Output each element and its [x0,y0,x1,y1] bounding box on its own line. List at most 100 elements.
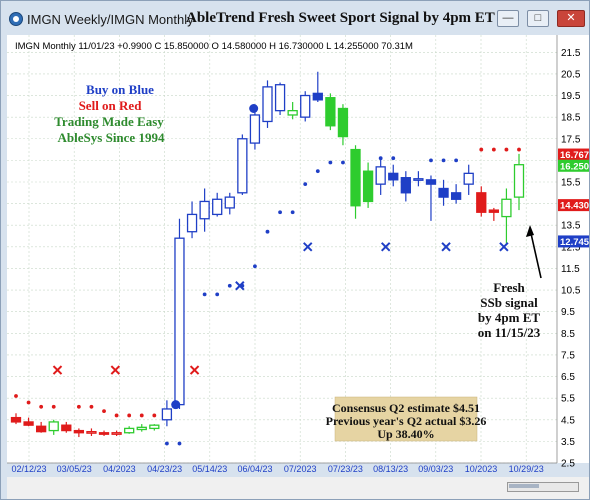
candle-body [362,170,374,203]
price-tick-label: 15.5 [561,177,581,188]
candle-body [274,84,286,112]
candle-body [212,198,223,216]
signal-x-marker [499,242,509,252]
date-tick-label: 04/2023 [103,464,136,474]
price-tick-label: 7.5 [561,350,575,361]
stop-dot [253,264,257,269]
price-tick-label: 13.5 [561,221,581,232]
candle-body [425,179,437,185]
stop-dot [391,156,396,161]
candle-body [36,425,47,433]
candle-body [136,426,147,431]
candle-body [73,429,85,434]
callout-line4: on 11/15/23 [478,325,541,340]
candle-body [149,424,160,430]
price-tick-label: 4.5 [561,415,575,426]
candle-body [450,192,462,200]
minimize-icon: ― [502,12,514,24]
stop-dot [202,292,207,297]
price-tick-label: 11.5 [561,264,580,275]
signal-markers [52,103,509,410]
note-box [334,396,478,442]
minimize-button[interactable]: ― [497,10,519,27]
candle-body [388,172,399,181]
stop-dot [328,160,333,165]
price-tag-label: 14.4300 [560,201,589,212]
date-tick-label: 10/29/23 [509,464,544,474]
price-tick-label: 20.5 [561,69,581,80]
close-icon: ✕ [566,12,576,24]
price-tick-label: 8.5 [561,329,575,340]
candle-body [174,237,185,406]
signal-x-marker [235,281,245,291]
candle-body [337,107,349,138]
signal-x-stroke [52,365,63,375]
scrollbar-thumb[interactable] [509,484,539,488]
candle-body [476,192,487,213]
candle-body [48,421,59,432]
candle-body [325,97,336,127]
candle-body [312,92,323,101]
signal-x-stroke [499,242,509,252]
price-tick-label: 18.5 [561,113,581,124]
candles [10,71,525,438]
candle-body [249,114,261,144]
price-axis-background [557,35,589,463]
price-tag-box [558,235,589,248]
signal-dot-marker [249,103,259,113]
restore-icon: □ [534,12,542,24]
callout-line3: by 4pm ET [478,310,540,325]
date-axis: 02/12/23 03/05/23 04/2023 04/23/23 05/14/23 0… [11,464,543,474]
stop-dot [265,229,270,234]
signal-x-marker [52,365,63,375]
candle-body [501,198,512,218]
price-chart[interactable]: 2.5 3.5 4.5 5.5 6.5 7.5 8.5 9.5 10.5 11.5 12.5 13.5… [1,35,589,497]
restore-button[interactable]: □ [527,10,549,27]
signal-x-marker [189,365,200,375]
price-tick-label: 10.5 [561,286,581,297]
signal-x-stroke [441,242,451,252]
candle-body [23,421,34,426]
signal-x-stroke [110,365,121,375]
app-icon [9,12,23,26]
price-tag-label: 12.7457 [560,237,589,248]
stop-dot [51,404,56,409]
stop-dot [139,413,144,418]
date-tick-label: 07/23/23 [328,464,363,474]
grid [7,35,558,464]
candle-body [10,416,22,423]
candle-body [350,148,361,207]
stop-dot [491,147,496,152]
candle-body [262,86,273,123]
note-previous: Previous year's Q2 actual $3.26 [326,414,487,428]
price-tag: 16.2500 [558,159,589,172]
stop-dot [441,158,446,163]
callout-line2: SSb signal [480,295,538,310]
stop-dot [26,400,31,405]
legend-easy: Trading Made Easy [54,114,164,129]
signal-x-marker [303,242,313,252]
price-tag-label: 16.2500 [560,161,589,172]
stop-dot [127,413,132,418]
date-tick-label: 10/2023 [465,464,498,474]
signal-dot-marker [171,400,181,410]
signal-x-stroke [303,242,313,252]
title-bar[interactable]: IMGN Weekly/IMGN Monthly AbleTrend Fresh… [1,1,589,35]
candle-body [287,110,298,116]
price-tag-box [558,148,589,161]
stop-dots [14,147,521,446]
horizontal-scrollbar[interactable] [507,482,579,492]
candle-body [300,94,311,118]
stop-dot [429,158,433,163]
stop-dot [227,283,232,288]
stop-dot [177,441,182,446]
legend-since: AbleSys Since 1994 [58,130,165,145]
callout-line1: Fresh [493,280,525,295]
price-tag-box [558,199,589,212]
price-tick-label: 9.5 [561,307,575,318]
stop-dot [341,160,345,165]
close-button[interactable]: ✕ [557,10,585,27]
price-tick-label: 6.5 [561,372,575,383]
signal-x-marker [380,242,391,252]
